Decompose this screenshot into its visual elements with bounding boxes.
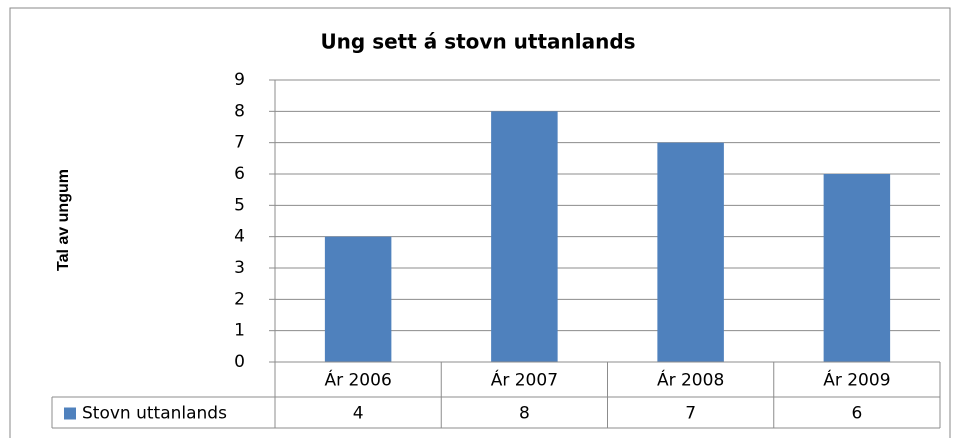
y-tick-label: 1: [234, 321, 245, 341]
x-tick-label: Ár 2007: [491, 369, 558, 391]
legend-label: Stovn uttanlands: [82, 404, 227, 424]
y-tick-label: 8: [234, 101, 245, 121]
y-tick-label: 4: [234, 227, 245, 247]
y-tick-label: 7: [234, 133, 245, 153]
y-tick-label: 6: [234, 164, 245, 184]
x-tick-label: Ár 2008: [657, 369, 724, 391]
table-value: 4: [353, 404, 364, 424]
y-tick-label: 9: [234, 70, 245, 90]
y-tick-label: 0: [234, 352, 245, 372]
chart-border: [9, 7, 951, 438]
table-value: 7: [685, 404, 696, 424]
bar: [657, 142, 724, 362]
bar: [324, 236, 392, 362]
table-value: 8: [519, 404, 530, 424]
y-tick-label: 2: [234, 289, 245, 309]
x-tick-label: Ár 2009: [823, 369, 890, 391]
bar: [491, 111, 558, 362]
y-tick-label: 5: [234, 195, 245, 215]
x-tick-label: Ár 2006: [324, 369, 391, 391]
legend-swatch: [64, 407, 76, 420]
table-value: 6: [851, 404, 862, 424]
chart-title: Ung sett á stovn uttanlands: [320, 30, 635, 54]
y-tick-label: 3: [234, 258, 245, 278]
bar: [823, 174, 891, 362]
y-axis-label: Tal av ungum: [55, 169, 72, 271]
